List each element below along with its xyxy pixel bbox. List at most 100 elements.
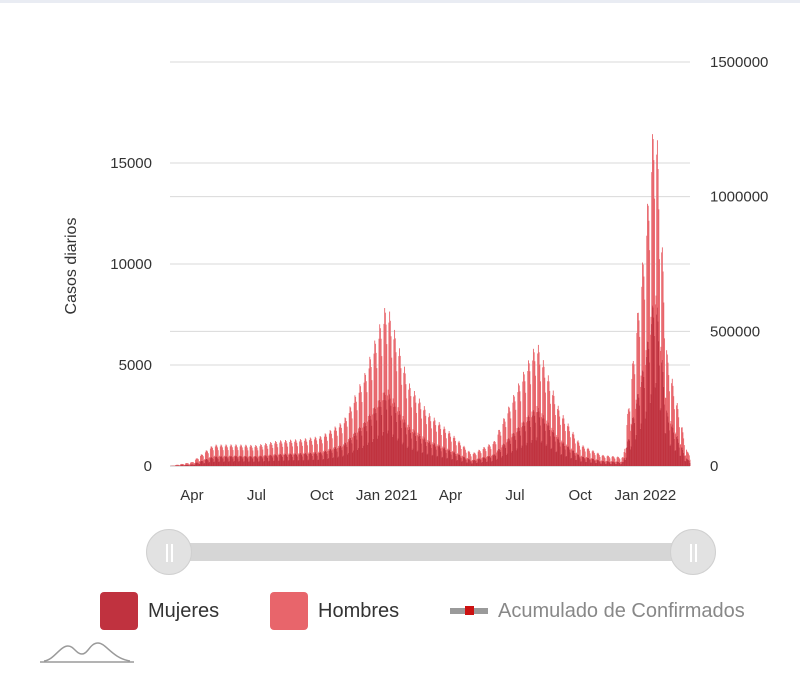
bar-mujeres bbox=[181, 465, 183, 466]
bar-mujeres bbox=[336, 451, 338, 466]
bar-mujeres bbox=[562, 441, 564, 466]
legend-item-acumulado[interactable]: Acumulado de Confirmados bbox=[450, 592, 780, 632]
legend-item-hombres[interactable]: Hombres bbox=[270, 592, 420, 632]
bar-hombres bbox=[638, 320, 640, 398]
bar-mujeres bbox=[264, 456, 266, 466]
bar-mujeres bbox=[669, 430, 670, 466]
bar-mujeres bbox=[404, 419, 405, 466]
bar-hombres bbox=[545, 392, 546, 431]
bar-mujeres bbox=[482, 457, 484, 466]
bar-hombres bbox=[490, 449, 492, 458]
bar-hombres bbox=[683, 445, 685, 456]
bar-hombres bbox=[377, 400, 379, 436]
bar-hombres bbox=[201, 454, 203, 461]
bar-hombres bbox=[314, 439, 315, 454]
bar-hombres bbox=[503, 418, 505, 444]
bar-mujeres bbox=[578, 454, 580, 466]
bar-hombres bbox=[253, 455, 255, 462]
bar-hombres bbox=[507, 413, 509, 442]
bar-hombres bbox=[207, 451, 208, 460]
bar-hombres bbox=[571, 433, 573, 451]
bar-hombres bbox=[627, 409, 629, 440]
bar-hombres bbox=[510, 418, 512, 444]
bar-mujeres bbox=[272, 460, 274, 466]
range-slider-left-handle[interactable] bbox=[146, 529, 192, 575]
bar-hombres bbox=[345, 418, 347, 443]
bar-mujeres bbox=[445, 452, 447, 466]
bar-mujeres bbox=[314, 452, 316, 466]
bar-hombres bbox=[384, 308, 386, 393]
bar-mujeres bbox=[618, 462, 620, 466]
bar-hombres bbox=[357, 428, 359, 449]
bar-mujeres bbox=[278, 460, 280, 466]
bar-mujeres bbox=[380, 406, 382, 466]
bar-hombres bbox=[565, 445, 567, 457]
bar-hombres bbox=[353, 433, 354, 451]
bar-mujeres bbox=[426, 446, 427, 466]
bar-hombres bbox=[361, 402, 363, 436]
bar-mujeres bbox=[273, 460, 275, 466]
bar-mujeres bbox=[597, 459, 599, 466]
bar-mujeres bbox=[321, 453, 323, 466]
bar-mujeres bbox=[557, 438, 558, 466]
bar-hombres bbox=[437, 444, 439, 456]
bar-mujeres bbox=[277, 460, 279, 466]
bar-mujeres bbox=[192, 464, 194, 466]
bar-mujeres bbox=[418, 433, 420, 466]
bar-hombres bbox=[576, 441, 578, 455]
bar-mujeres bbox=[329, 448, 331, 466]
bar-hombres bbox=[305, 439, 307, 454]
bar-hombres bbox=[460, 445, 461, 457]
bar-hombres bbox=[323, 450, 325, 459]
bar-mujeres bbox=[299, 454, 301, 466]
bar-mujeres bbox=[224, 456, 226, 466]
bar-mujeres bbox=[336, 448, 337, 466]
bar-hombres bbox=[221, 447, 223, 458]
bar-hombres bbox=[606, 456, 608, 462]
bar-hombres bbox=[584, 451, 586, 460]
bar-mujeres bbox=[634, 439, 636, 466]
bar-mujeres bbox=[440, 451, 442, 466]
range-slider-track[interactable] bbox=[168, 543, 696, 561]
bar-hombres bbox=[289, 442, 291, 455]
bar-mujeres bbox=[615, 463, 617, 466]
bar-mujeres bbox=[289, 453, 291, 466]
bar-hombres bbox=[387, 395, 388, 434]
range-slider[interactable] bbox=[146, 529, 716, 575]
bar-mujeres bbox=[322, 459, 324, 466]
bar-hombres bbox=[671, 378, 673, 425]
bar-hombres bbox=[403, 372, 405, 423]
bar-mujeres bbox=[403, 422, 405, 466]
bar-mujeres bbox=[650, 394, 652, 466]
bar-hombres bbox=[611, 456, 613, 462]
range-slider-right-handle[interactable] bbox=[670, 529, 716, 575]
bar-mujeres bbox=[565, 456, 567, 466]
bar-mujeres bbox=[440, 448, 442, 466]
bar-hombres bbox=[250, 444, 252, 456]
bar-mujeres bbox=[370, 415, 371, 466]
bar-mujeres bbox=[489, 456, 491, 466]
bar-mujeres bbox=[254, 456, 256, 466]
bar-mujeres bbox=[386, 409, 388, 466]
bar-hombres bbox=[212, 450, 214, 459]
legend-item-mujeres[interactable]: Mujeres bbox=[100, 592, 240, 632]
bar-mujeres bbox=[483, 457, 485, 466]
bar-mujeres bbox=[509, 440, 511, 466]
bar-hombres bbox=[683, 438, 685, 453]
bar-hombres bbox=[338, 445, 340, 457]
bar-mujeres bbox=[684, 460, 686, 466]
bar-mujeres bbox=[498, 448, 500, 466]
bar-hombres bbox=[555, 436, 557, 453]
bar-hombres bbox=[657, 169, 659, 322]
bar-mujeres bbox=[365, 422, 366, 466]
bar-hombres bbox=[272, 455, 274, 461]
bar-hombres bbox=[548, 381, 550, 426]
bar-hombres bbox=[647, 205, 649, 342]
bar-hombres bbox=[280, 440, 281, 454]
bar-mujeres bbox=[230, 455, 232, 466]
bar-hombres bbox=[617, 456, 619, 462]
bar-mujeres bbox=[470, 461, 472, 466]
bar-hombres bbox=[467, 458, 468, 463]
bar-hombres bbox=[452, 450, 454, 459]
bar-hombres bbox=[600, 460, 602, 464]
